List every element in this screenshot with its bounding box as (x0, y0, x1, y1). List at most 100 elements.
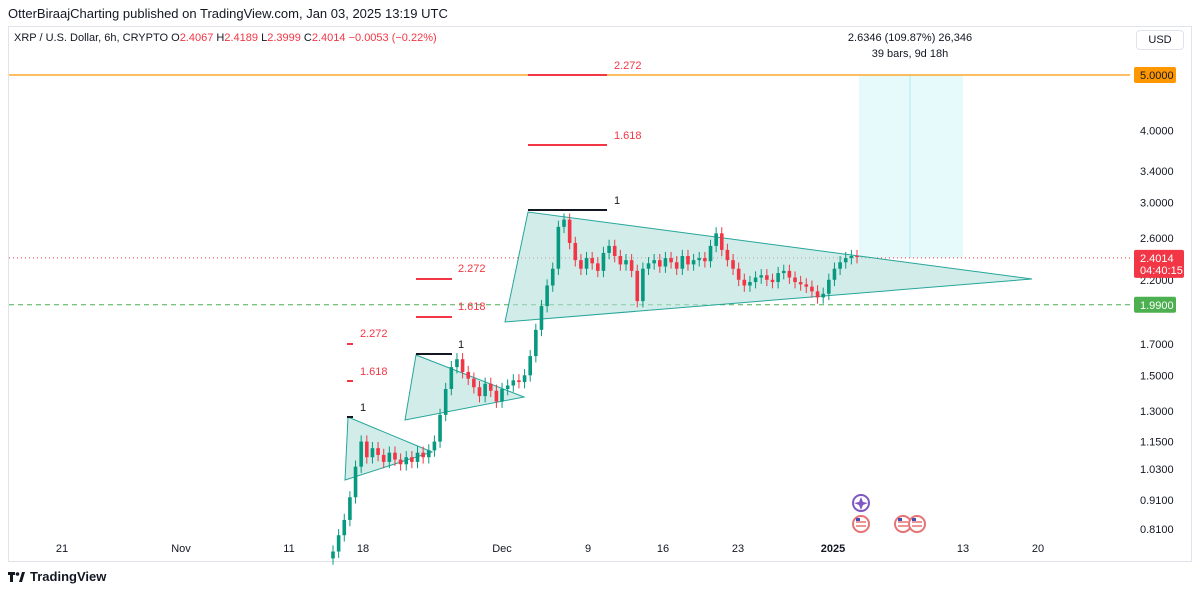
candle-body (550, 268, 555, 286)
candle-body (353, 466, 358, 498)
fib-label: 1.618 (614, 130, 642, 142)
candle-body (770, 279, 775, 283)
open-value: 2.4067 (179, 32, 214, 44)
measure-line-2: 39 bars, 9d 18h (871, 48, 949, 60)
candle-body (646, 263, 651, 269)
us-flag-icon[interactable] (852, 515, 870, 533)
last-price-tag (1134, 249, 1184, 278)
fib-label: 1.618 (458, 301, 486, 313)
candle-body (612, 245, 617, 257)
target-price-tag (1134, 67, 1176, 83)
candle-body (331, 551, 335, 559)
candle-body (618, 256, 623, 265)
candle-body (781, 270, 786, 274)
candle-body (669, 258, 673, 263)
candle-body (584, 258, 589, 269)
candle-body (404, 457, 409, 465)
candle-body (443, 388, 448, 415)
candle-body (759, 275, 764, 278)
low-value: 2.3999 (267, 32, 301, 44)
candle-body (579, 260, 583, 269)
candle-body (736, 268, 741, 280)
time-axis-tick: 21 (56, 543, 68, 555)
flag-canton (898, 518, 902, 521)
time-axis-tick: 20 (1032, 543, 1044, 555)
candle-body (505, 385, 510, 389)
fib-label: 1 (360, 402, 366, 414)
candle-body (765, 275, 769, 280)
fib-label: 1 (458, 339, 464, 351)
candle-body (652, 260, 656, 264)
candle-body (488, 383, 493, 391)
price-axis-tick: 3.4000 (1140, 166, 1174, 178)
candle-body (793, 277, 797, 283)
candle-body (556, 226, 561, 269)
candle-body (629, 260, 634, 271)
candle-body (393, 452, 397, 460)
time-axis-tick: 13 (957, 543, 969, 555)
candle-body (849, 256, 854, 259)
candle-body (748, 282, 752, 286)
candle-body (455, 359, 459, 368)
symbol-legend: XRP / U.S. Dollar, 6h, CRYPTO O2.4067 H2… (14, 32, 437, 44)
candle-body (821, 293, 825, 298)
candle-body (342, 519, 347, 536)
candle-body (421, 452, 425, 458)
symbol-title[interactable]: XRP / U.S. Dollar, 6h, CRYPTO (14, 32, 169, 44)
us-flag-icon[interactable] (908, 515, 926, 533)
support-price-label: 1.9900 (1140, 300, 1174, 312)
candle-body (500, 388, 504, 402)
candle-body (590, 258, 594, 264)
candle-body (641, 268, 645, 302)
candle-body (387, 452, 392, 462)
support-price-tag (1134, 296, 1176, 313)
candle-body (635, 270, 640, 302)
measure-stats: 2.6346 (109.87%) 26,346 39 bars, 9d 18h (780, 30, 1040, 62)
candle-body (827, 279, 831, 294)
candle-body (731, 260, 735, 269)
candle-body (472, 378, 476, 388)
candle-body (697, 258, 702, 261)
candle-body (776, 273, 780, 283)
candle-body (539, 306, 544, 330)
candle-body (855, 256, 859, 258)
time-axis-tick: Dec (492, 543, 512, 555)
candle-body (365, 441, 369, 458)
high-value: 2.4189 (224, 32, 259, 44)
candle-body (703, 258, 707, 262)
time-axis-tick: 18 (357, 543, 369, 555)
candle-body (348, 497, 352, 520)
fib-label: 1 (614, 195, 620, 207)
star-icon (854, 497, 868, 510)
candle-body (432, 441, 437, 451)
price-axis-tick: 3.0000 (1140, 197, 1174, 209)
price-axis-tick: 1.5000 (1140, 370, 1174, 382)
candle-body (410, 457, 414, 462)
candle-body (674, 262, 679, 269)
candle-body (336, 535, 341, 552)
candle-body (815, 291, 820, 298)
candle-body (719, 233, 724, 250)
candle-body (753, 277, 758, 283)
flag-canton (912, 518, 916, 521)
fib-label: 2.272 (360, 328, 388, 340)
candle-body (657, 260, 662, 267)
candle-body (562, 219, 566, 227)
fib-label: 2.272 (458, 263, 486, 275)
candle-body (511, 380, 516, 386)
price-axis-tick: 1.3000 (1140, 406, 1174, 418)
candle-body (663, 258, 668, 267)
candle-body (798, 282, 803, 285)
candle-body (567, 219, 572, 243)
price-axis-tick: 1.0300 (1140, 464, 1174, 476)
candle-body (426, 450, 431, 458)
time-axis-tick: 16 (657, 543, 669, 555)
flag-canton (856, 518, 860, 521)
tradingview-footer: TradingView (8, 569, 106, 584)
currency-button[interactable]: USD (1136, 30, 1184, 50)
close-label: C (303, 32, 312, 44)
chart-frame (8, 26, 1192, 562)
high-label: H (216, 32, 225, 44)
time-axis-tick: 23 (732, 543, 744, 555)
